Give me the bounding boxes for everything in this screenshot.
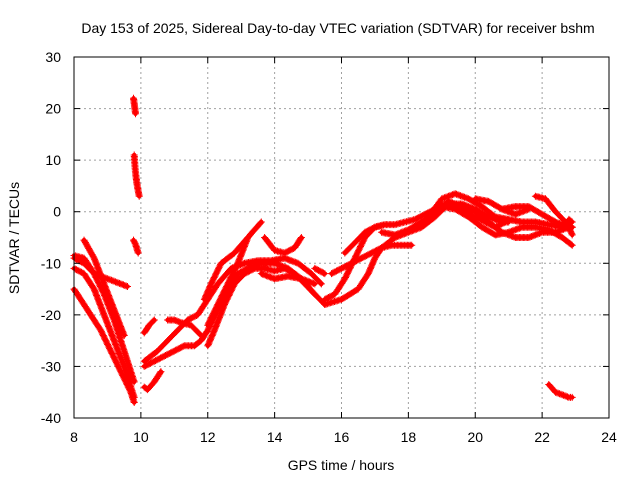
plus-markers bbox=[311, 264, 329, 278]
series-track-8 bbox=[130, 236, 142, 257]
y-tick-label: 20 bbox=[45, 101, 61, 117]
series-track-2 bbox=[70, 264, 138, 401]
series-track-17 bbox=[261, 234, 305, 257]
x-tick-label: 20 bbox=[467, 429, 483, 445]
series-track-13 bbox=[164, 316, 205, 339]
series-track-25 bbox=[424, 190, 576, 231]
y-tick-label: -10 bbox=[41, 255, 61, 271]
plus-markers bbox=[130, 151, 143, 200]
series-layer bbox=[70, 94, 576, 406]
series-track-31 bbox=[545, 381, 576, 401]
series-track-26 bbox=[438, 203, 576, 249]
series-track-4 bbox=[80, 236, 128, 339]
y-tick-label: -30 bbox=[41, 358, 61, 374]
series-track-18 bbox=[257, 270, 319, 288]
plus-markers bbox=[438, 203, 576, 249]
y-tick-label: -20 bbox=[41, 307, 61, 323]
plus-markers bbox=[565, 215, 576, 226]
series-track-29 bbox=[531, 192, 576, 231]
plus-markers bbox=[130, 236, 142, 257]
x-tick-label: 24 bbox=[601, 429, 617, 445]
x-tick-label: 22 bbox=[534, 429, 550, 445]
plus-markers bbox=[341, 221, 389, 257]
series-track-11 bbox=[140, 368, 165, 394]
x-tick-label: 16 bbox=[334, 429, 350, 445]
plus-markers bbox=[140, 368, 165, 394]
plus-markers bbox=[130, 94, 139, 118]
x-tick-label: 18 bbox=[401, 429, 417, 445]
series-track-9 bbox=[140, 254, 325, 365]
plus-markers bbox=[257, 270, 319, 288]
x-tick-label: 8 bbox=[70, 429, 78, 445]
series-track-7 bbox=[130, 151, 143, 200]
plus-markers bbox=[204, 234, 252, 329]
plus-markers bbox=[531, 192, 576, 231]
series-track-15 bbox=[204, 234, 252, 329]
plus-markers bbox=[545, 381, 576, 401]
series-track-19 bbox=[311, 264, 329, 278]
x-tick-label: 12 bbox=[200, 429, 216, 445]
plus-markers bbox=[80, 236, 128, 339]
series-track-30 bbox=[565, 215, 576, 226]
plus-markers bbox=[140, 254, 325, 365]
x-tick-label: 14 bbox=[267, 429, 283, 445]
x-tick-label: 10 bbox=[133, 429, 149, 445]
y-tick-label: 30 bbox=[45, 49, 61, 65]
y-tick-label: 0 bbox=[53, 204, 61, 220]
plus-markers bbox=[164, 316, 205, 339]
grid-layer bbox=[74, 57, 609, 418]
axis-layer: 8 10 12 14 16 18 20 22 24 -40 -30 -20 -10 0 10 20 30 bbox=[41, 49, 617, 445]
chart-title: Day 153 of 2025, Sidereal Day-to-day VTE… bbox=[81, 20, 594, 36]
y-tick-label: 10 bbox=[45, 152, 61, 168]
y-axis-title: SDTVAR / TECUs bbox=[6, 182, 22, 294]
plus-markers bbox=[261, 234, 305, 257]
plus-markers bbox=[424, 190, 576, 231]
plus-markers bbox=[140, 316, 158, 337]
series-track-12 bbox=[140, 316, 158, 337]
y-tick-label: -40 bbox=[41, 410, 61, 426]
x-axis-title: GPS time / hours bbox=[288, 457, 395, 473]
series-track-23 bbox=[341, 221, 389, 257]
series-track-6 bbox=[130, 94, 139, 118]
